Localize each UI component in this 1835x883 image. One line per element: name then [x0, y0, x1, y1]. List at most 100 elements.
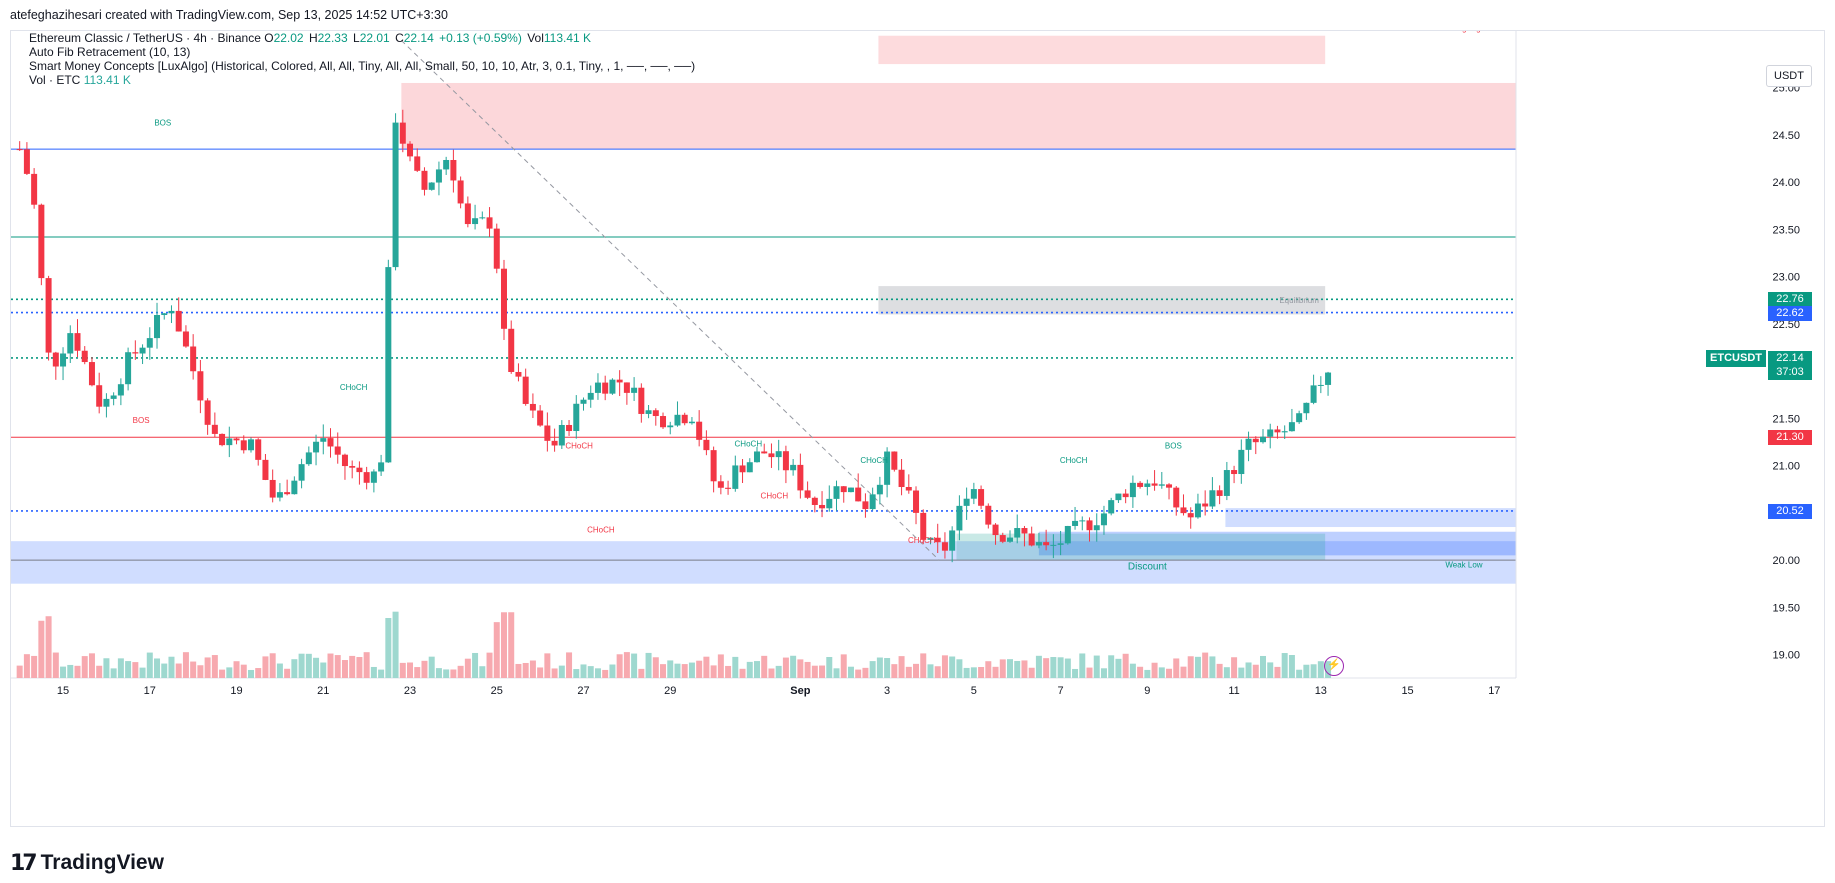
candle-body [862, 501, 869, 510]
volume-bar [927, 664, 934, 678]
candle-body [732, 465, 739, 489]
lightning-icon[interactable]: ⚡ [1323, 656, 1344, 676]
candle-body [356, 467, 363, 473]
volume-bar [356, 657, 363, 678]
fib-indicator-legend[interactable]: Auto Fib Retracement (10, 13) [29, 45, 191, 59]
annotation-label: CHoCH [860, 456, 888, 465]
volume-bar [1288, 655, 1295, 678]
symbol-legend[interactable]: Ethereum Classic / TetherUS · 4h · Binan… [29, 31, 593, 45]
candle-body [927, 537, 934, 540]
candle-body [703, 439, 710, 451]
volume-bar [847, 666, 854, 678]
volume-bar [934, 666, 941, 678]
candle-body [631, 387, 638, 393]
candle-body [710, 450, 717, 482]
volume-bar [631, 653, 638, 678]
volume-bar [652, 657, 659, 678]
volume-bar [551, 668, 558, 678]
candle-body [1166, 484, 1173, 488]
volume-bar [103, 658, 110, 678]
candle-body [1093, 525, 1100, 531]
volume-bar [580, 664, 587, 678]
candle-body [594, 382, 601, 393]
volume-bar [804, 661, 811, 678]
low-label: L [353, 31, 360, 45]
price-chart[interactable]: 19.0019.5020.0020.5021.0021.5022.0022.50… [11, 31, 1826, 828]
candle-body [833, 486, 840, 499]
candle-body [1173, 487, 1180, 508]
candle-body [1303, 402, 1310, 414]
y-tick-label: 21.00 [1772, 461, 1800, 473]
candle-body [1202, 503, 1209, 507]
volume-bar [970, 667, 977, 678]
volume-bar [421, 660, 428, 678]
volume-bar [284, 668, 291, 678]
candle-body [1158, 484, 1165, 486]
candle-body [240, 440, 247, 451]
volume-bar [963, 667, 970, 678]
symbol-title[interactable]: Ethereum Classic / TetherUS · 4h · Binan… [29, 31, 261, 45]
candle-body [298, 464, 305, 481]
candle-body [1122, 493, 1129, 498]
candle-body [934, 537, 941, 543]
annotation-label: Discount [1128, 562, 1167, 573]
volume-bar [638, 668, 645, 678]
candle-body [1267, 429, 1274, 437]
tradingview-logo[interactable]: 17 TradingView [10, 849, 164, 877]
candle-body [327, 438, 334, 447]
volume-bar [1072, 668, 1079, 678]
volume-value: 113.41 K [543, 31, 592, 45]
candle-body [869, 494, 876, 510]
volume-bar [1252, 664, 1259, 678]
volume-bar [443, 669, 450, 678]
volume-bar [255, 668, 262, 678]
chart-frame[interactable]: 19.0019.5020.0020.5021.0021.5022.0022.50… [10, 30, 1825, 827]
volume-bar [1238, 667, 1245, 678]
candle-body [746, 462, 753, 473]
candle-body [913, 490, 920, 513]
candle-body [1108, 500, 1115, 514]
bar-countdown-tag: 37:03 [1768, 364, 1812, 380]
candle-body [1252, 438, 1259, 443]
volume-bar [1317, 661, 1324, 678]
candle-body [696, 421, 703, 440]
volume-bar [1303, 664, 1310, 678]
volume-bar [522, 662, 529, 678]
x-tick-label: 15 [1401, 685, 1413, 697]
volume-bar [1187, 656, 1194, 678]
candle-body [1043, 542, 1050, 546]
y-tick-label: 19.00 [1772, 650, 1800, 662]
volume-bar [190, 661, 197, 678]
volume-bar [609, 664, 616, 678]
candle-body [291, 480, 298, 495]
candle-body [161, 313, 168, 316]
candle-body [804, 490, 811, 498]
high-label: H [308, 31, 318, 45]
volume-bar [544, 653, 551, 678]
volume-bar [1209, 656, 1216, 678]
smc-indicator-legend[interactable]: Smart Money Concepts [LuxAlgo] (Historic… [29, 59, 696, 73]
volume-bar [262, 656, 269, 678]
volume-indicator-legend[interactable]: Vol · ETC 113.41 K [29, 73, 131, 87]
volume-bar [1194, 656, 1201, 678]
candle-body [500, 268, 507, 329]
candle-body [978, 489, 985, 506]
candle-body [45, 278, 52, 353]
candle-body [334, 446, 341, 455]
low-value: 22.01 [359, 31, 390, 45]
currency-button[interactable]: USDT [1766, 65, 1812, 87]
volume-bar [1129, 663, 1136, 678]
candle-body [1259, 436, 1266, 443]
volume-bar [161, 663, 168, 678]
volume-bar [573, 669, 580, 678]
volume-bar [341, 660, 348, 678]
candle-body [385, 267, 392, 463]
volume-bar [992, 666, 999, 678]
open-value: 22.02 [273, 31, 304, 45]
candle-body [226, 438, 233, 446]
candle-body [725, 487, 732, 489]
volume-bar [594, 668, 601, 678]
candle-body [1281, 431, 1288, 433]
candle-body [623, 382, 630, 393]
y-tick-label: 21.50 [1772, 413, 1800, 425]
